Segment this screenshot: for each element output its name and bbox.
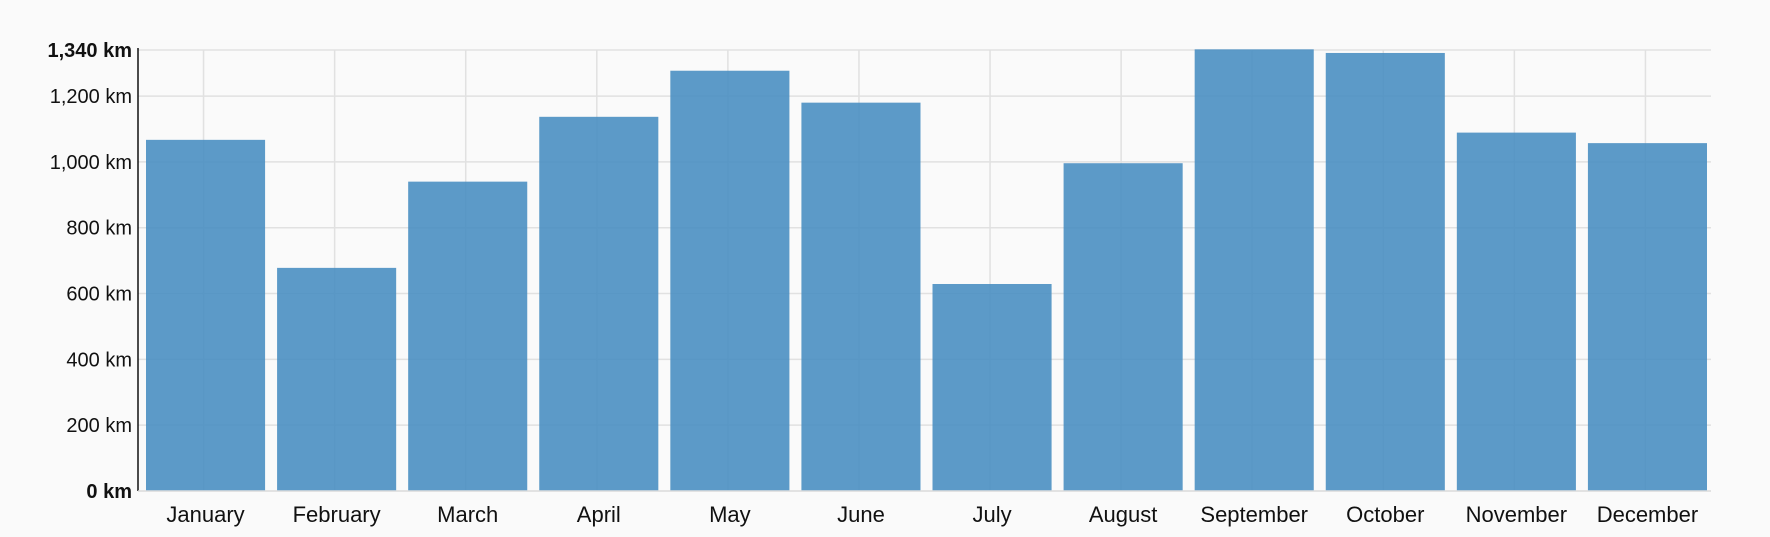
y-tick-label: 600 km — [66, 284, 132, 306]
bar-august — [1063, 163, 1183, 491]
bar-november — [1456, 132, 1576, 491]
x-tick-label: March — [437, 502, 498, 527]
bar-april — [539, 116, 659, 491]
x-tick-label: August — [1089, 502, 1158, 527]
y-tick-label: 800 km — [66, 218, 132, 240]
bar-july — [932, 283, 1052, 491]
y-tick-label: 1,340 km — [47, 40, 132, 62]
x-tick-label: February — [293, 502, 381, 527]
y-tick-label: 0 km — [86, 481, 132, 503]
x-tick-label: December — [1597, 502, 1698, 527]
bar-october — [1325, 52, 1445, 491]
bar-march — [408, 181, 528, 491]
y-tick-label: 400 km — [66, 349, 132, 371]
y-tick-label: 200 km — [66, 415, 132, 437]
x-tick-label: June — [837, 502, 885, 527]
x-tick-label: January — [166, 502, 244, 527]
bar-january — [146, 139, 266, 491]
y-tick-label: 1,000 km — [50, 152, 132, 174]
bar-may — [670, 70, 790, 491]
bar-september — [1194, 49, 1314, 491]
y-tick-label: 1,200 km — [50, 86, 132, 108]
x-tick-label: October — [1346, 502, 1424, 527]
x-tick-label: September — [1200, 502, 1308, 527]
axes — [137, 48, 1711, 492]
x-tick-label: July — [972, 502, 1011, 527]
x-axis-tick-labels: January February March April May June July Augu… — [166, 502, 1698, 527]
x-tick-label: May — [709, 502, 751, 527]
x-tick-label: November — [1466, 502, 1567, 527]
bars — [146, 49, 1707, 492]
x-tick-label: April — [577, 502, 621, 527]
bar-december — [1587, 143, 1707, 491]
bar-february — [277, 267, 397, 491]
y-axis-tick-labels: 0 km 200 km 400 km 600 km 800 km 1,000 km 1,20… — [47, 40, 132, 503]
bar-june — [801, 102, 921, 492]
